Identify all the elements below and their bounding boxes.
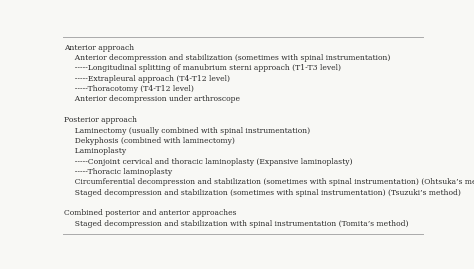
- Text: Circumferential decompression and stabilization (sometimes with spinal instrumen: Circumferential decompression and stabil…: [70, 178, 474, 186]
- Text: Combined posterior and anterior approaches: Combined posterior and anterior approach…: [64, 209, 236, 217]
- Text: -----Thoracic laminoplasty: -----Thoracic laminoplasty: [70, 168, 173, 176]
- Text: -----Extrapleural approach (T4-T12 level): -----Extrapleural approach (T4-T12 level…: [70, 75, 230, 83]
- Text: Dekyphosis (combined with laminectomy): Dekyphosis (combined with laminectomy): [70, 137, 235, 145]
- Text: -----Thoracotomy (T4-T12 level): -----Thoracotomy (T4-T12 level): [70, 85, 194, 93]
- Text: -----Longitudinal splitting of manubrium sterni approach (T1-T3 level): -----Longitudinal splitting of manubrium…: [70, 64, 341, 72]
- Text: Laminectomy (usually combined with spinal instrumentation): Laminectomy (usually combined with spina…: [70, 126, 310, 134]
- Text: Anterior approach: Anterior approach: [64, 44, 134, 52]
- Text: -----Conjoint cervical and thoracic laminoplasty (Expansive laminoplasty): -----Conjoint cervical and thoracic lami…: [70, 158, 353, 166]
- Text: Laminoplasty: Laminoplasty: [70, 147, 127, 155]
- Text: Posterior approach: Posterior approach: [64, 116, 137, 124]
- Text: Staged decompression and stabilization (sometimes with spinal instrumentation) (: Staged decompression and stabilization (…: [70, 189, 461, 197]
- Text: Anterior decompression and stabilization (sometimes with spinal instrumentation): Anterior decompression and stabilization…: [70, 54, 391, 62]
- Text: Anterior decompression under arthroscope: Anterior decompression under arthroscope: [70, 95, 240, 104]
- Text: Staged decompression and stabilization with spinal instrumentation (Tomita’s met: Staged decompression and stabilization w…: [70, 220, 409, 228]
